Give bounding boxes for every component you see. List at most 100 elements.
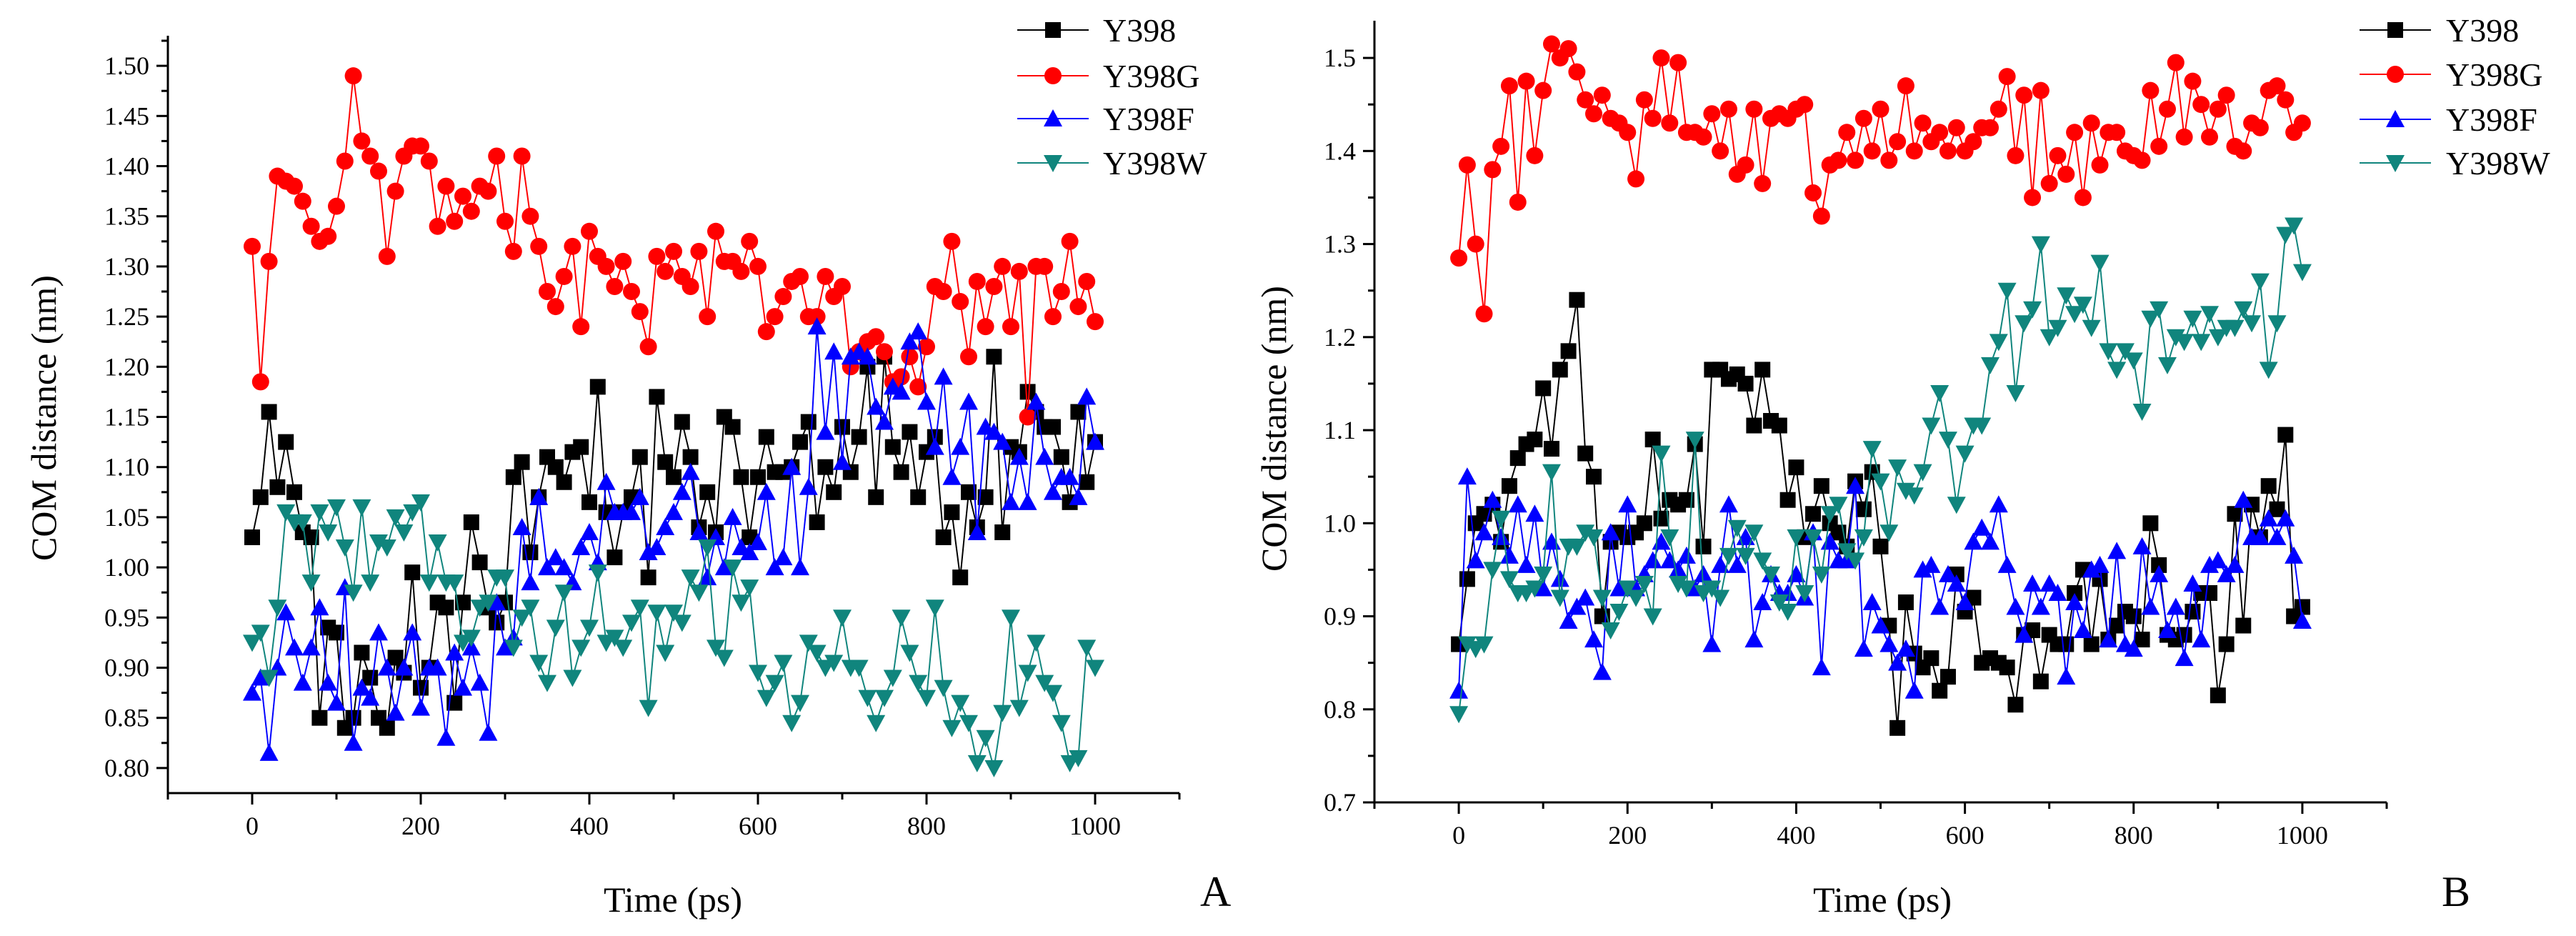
data-point <box>2134 632 2150 648</box>
data-point <box>934 679 953 697</box>
data-point <box>910 489 927 505</box>
data-point <box>1018 492 1037 510</box>
data-point <box>834 277 851 295</box>
data-point <box>1077 387 1097 405</box>
data-point <box>2099 630 2118 648</box>
data-point <box>757 482 776 500</box>
data-point <box>588 564 607 582</box>
data-point <box>961 484 977 500</box>
data-point <box>606 549 623 566</box>
x-tick-label: 0 <box>1452 821 1465 850</box>
data-point <box>454 678 472 696</box>
data-point <box>807 644 827 662</box>
data-point <box>1854 639 1873 657</box>
data-point <box>597 257 615 275</box>
data-point <box>2227 506 2243 522</box>
data-point <box>707 222 724 240</box>
data-point <box>1592 662 1612 680</box>
data-point <box>1053 449 1069 465</box>
data-point <box>370 162 387 180</box>
data-point <box>521 599 540 617</box>
data-point <box>335 539 354 557</box>
data-point <box>386 703 405 721</box>
data-point <box>1568 63 1586 81</box>
data-point <box>352 499 371 517</box>
data-point <box>2183 310 2202 328</box>
data-point <box>454 187 471 205</box>
data-point <box>647 604 667 622</box>
data-point <box>513 147 531 165</box>
data-point <box>1609 604 1629 622</box>
data-point <box>1727 519 1747 537</box>
data-point <box>1694 564 1713 582</box>
data-point <box>782 457 802 475</box>
data-point <box>539 283 556 301</box>
data-point <box>699 308 717 326</box>
data-point <box>994 524 1011 540</box>
legend-marker <box>2387 22 2403 38</box>
data-point <box>993 705 1012 722</box>
data-point <box>596 472 616 490</box>
data-point <box>1534 566 1553 584</box>
data-point <box>2007 146 2025 164</box>
data-point <box>664 502 683 520</box>
data-point <box>1508 495 1527 513</box>
data-point <box>994 257 1012 275</box>
data-point <box>1947 574 1966 592</box>
data-point <box>2150 137 2168 155</box>
data-point <box>446 212 464 230</box>
y-axis-title: COM distance (nm) <box>24 275 64 561</box>
data-point <box>834 419 850 435</box>
data-point <box>303 529 319 545</box>
data-point <box>1727 555 1747 573</box>
data-point <box>1812 566 1831 584</box>
y-tick-label: 0.85 <box>104 704 149 732</box>
y-tick-label: 1.40 <box>104 152 149 181</box>
legend-entry: Y398F <box>1017 101 1194 137</box>
data-point <box>1601 622 1620 640</box>
data-point <box>573 439 589 455</box>
data-point <box>1889 720 1906 736</box>
y-tick-label: 1.1 <box>1324 416 1356 444</box>
data-point <box>1492 137 1510 155</box>
data-point <box>2057 667 2076 685</box>
data-point <box>251 668 270 686</box>
y-tick-label: 0.95 <box>104 603 149 632</box>
data-point <box>657 262 674 280</box>
data-point <box>512 517 531 535</box>
legend-label: Y398F <box>1103 101 1194 137</box>
data-point <box>361 688 380 706</box>
data-point <box>1989 495 2008 513</box>
data-point <box>977 489 994 505</box>
y-tick-label: 0.7 <box>1324 788 1356 817</box>
data-point <box>1483 490 1502 508</box>
data-point <box>1972 417 1992 435</box>
data-point <box>319 227 337 245</box>
data-point <box>1872 538 1889 554</box>
data-point <box>2124 352 2143 370</box>
data-point <box>817 459 834 475</box>
data-point <box>1938 432 1957 449</box>
data-point <box>276 504 296 522</box>
y-tick-label: 1.35 <box>104 202 149 231</box>
data-point <box>892 609 911 627</box>
data-point <box>605 629 624 647</box>
data-point <box>1702 634 1722 652</box>
data-point <box>1002 318 1019 336</box>
data-point <box>1947 119 1965 136</box>
data-point <box>2200 555 2220 573</box>
data-point <box>336 152 354 170</box>
data-point <box>622 502 641 520</box>
data-point <box>461 638 481 656</box>
data-point <box>1753 592 1772 610</box>
data-point <box>1846 552 1865 570</box>
x-tick-label: 600 <box>1946 821 1985 850</box>
data-point <box>2082 319 2101 337</box>
data-point <box>2074 189 2092 206</box>
data-point <box>1077 639 1097 657</box>
data-point <box>455 594 471 611</box>
data-point <box>1499 571 1519 589</box>
data-point <box>765 674 784 692</box>
data-point <box>723 507 742 525</box>
data-point <box>1644 109 1662 127</box>
